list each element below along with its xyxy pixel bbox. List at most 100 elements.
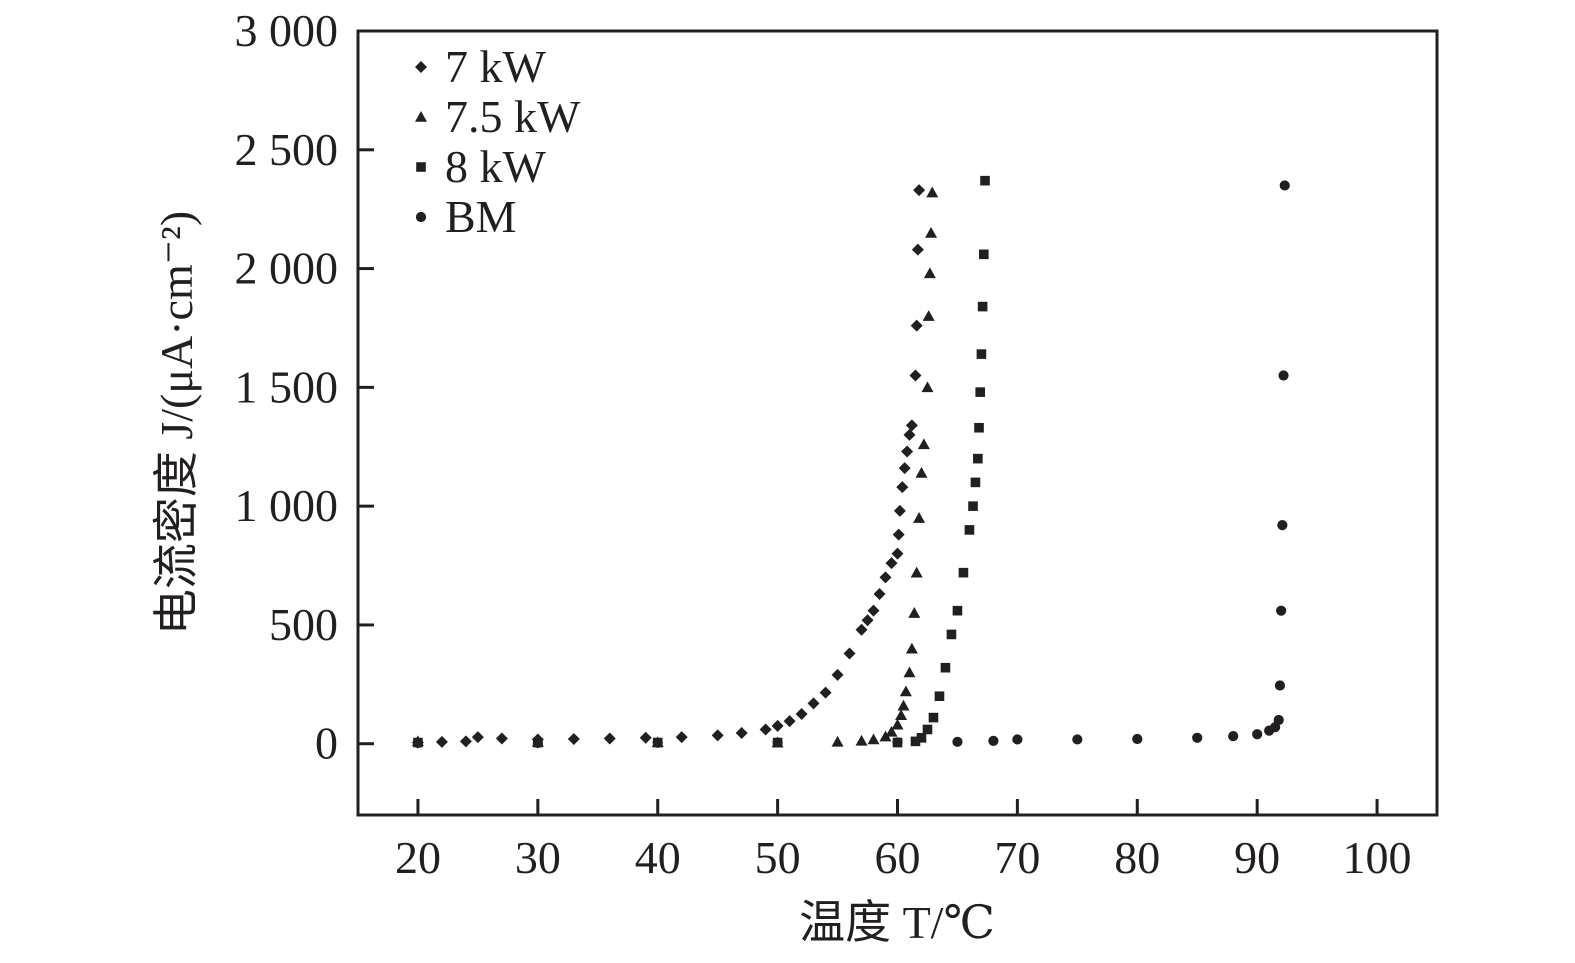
data-point bbox=[913, 184, 926, 197]
y-axis-title: 电流密度 J/(μA·cm⁻²) bbox=[151, 211, 202, 635]
data-point bbox=[910, 566, 923, 578]
series-7-5-kw bbox=[411, 186, 939, 748]
data-point bbox=[952, 605, 963, 616]
data-point bbox=[1273, 714, 1284, 726]
data-point bbox=[908, 607, 921, 618]
x-tick-label: 70 bbox=[994, 832, 1040, 883]
legend-item: 8 kW bbox=[416, 141, 547, 192]
data-point bbox=[855, 623, 868, 636]
data-point bbox=[979, 249, 989, 260]
data-point bbox=[974, 422, 984, 433]
data-point bbox=[412, 737, 424, 749]
data-point bbox=[892, 528, 905, 541]
data-point bbox=[711, 729, 724, 742]
data-point bbox=[903, 666, 916, 678]
data-point bbox=[1278, 370, 1289, 381]
data-point bbox=[639, 731, 652, 744]
x-tick-label: 30 bbox=[515, 832, 561, 883]
x-tick-label: 50 bbox=[755, 832, 801, 883]
legend-item: 7.5 kW bbox=[415, 91, 581, 142]
data-point bbox=[980, 175, 990, 186]
data-point bbox=[968, 501, 978, 511]
data-point bbox=[831, 735, 844, 747]
data-point bbox=[652, 737, 663, 748]
legend-marker bbox=[416, 162, 426, 172]
data-point bbox=[603, 732, 616, 745]
data-point bbox=[771, 719, 784, 732]
data-point bbox=[855, 734, 868, 746]
y-tick-label: 500 bbox=[269, 599, 338, 650]
data-point bbox=[958, 567, 969, 578]
data-point bbox=[928, 712, 939, 723]
data-point bbox=[925, 226, 938, 238]
data-point bbox=[973, 453, 983, 464]
data-point bbox=[976, 349, 987, 359]
data-point bbox=[861, 614, 874, 627]
legend-label: 8 kW bbox=[445, 141, 547, 192]
axis-ticks bbox=[358, 29, 1379, 815]
data-point bbox=[1279, 180, 1290, 191]
data-point bbox=[843, 647, 856, 660]
data-point bbox=[892, 737, 903, 748]
data-point bbox=[867, 604, 880, 617]
data-point bbox=[946, 629, 957, 640]
data-point bbox=[891, 547, 904, 560]
data-point bbox=[783, 715, 796, 728]
x-tick-label: 60 bbox=[875, 832, 921, 883]
data-point bbox=[772, 737, 783, 748]
data-point bbox=[903, 428, 916, 441]
data-point bbox=[909, 369, 922, 382]
data-point bbox=[964, 525, 975, 535]
data-point bbox=[926, 186, 939, 198]
legend-label: 7 kW bbox=[445, 41, 547, 92]
y-tick-label: 3 000 bbox=[235, 5, 339, 56]
x-tick-label: 80 bbox=[1114, 832, 1160, 883]
data-point bbox=[913, 512, 926, 523]
data-point bbox=[910, 736, 921, 747]
data-point bbox=[952, 736, 963, 747]
data-point bbox=[915, 466, 928, 478]
data-point bbox=[895, 709, 908, 721]
data-point bbox=[899, 685, 912, 697]
series-7-kw bbox=[411, 184, 926, 749]
data-point bbox=[922, 310, 935, 321]
data-point bbox=[975, 387, 986, 397]
data-point bbox=[435, 735, 448, 748]
data-point bbox=[923, 267, 936, 279]
data-point bbox=[807, 697, 820, 710]
data-point bbox=[885, 725, 898, 737]
data-point bbox=[911, 243, 924, 256]
data-point bbox=[922, 724, 933, 735]
data-point bbox=[1252, 729, 1263, 740]
legend-marker bbox=[415, 211, 427, 223]
y-tick-label: 1 000 bbox=[235, 480, 339, 531]
data-point bbox=[867, 733, 880, 745]
data-point bbox=[879, 730, 892, 742]
data-point bbox=[934, 691, 945, 702]
data-point bbox=[879, 571, 892, 584]
data-point bbox=[495, 732, 508, 745]
data-point bbox=[910, 319, 923, 332]
data-point bbox=[898, 462, 911, 475]
y-tick-label: 2 000 bbox=[235, 243, 339, 294]
data-point bbox=[891, 718, 904, 730]
legend-label: BM bbox=[445, 191, 517, 242]
data-point bbox=[977, 301, 988, 312]
y-tick-label: 2 500 bbox=[235, 124, 339, 175]
data-point bbox=[471, 731, 484, 744]
y-tick-label: 0 bbox=[315, 718, 338, 769]
series-8-kw bbox=[413, 175, 990, 748]
x-tick-label: 20 bbox=[395, 832, 441, 883]
data-point bbox=[916, 732, 927, 743]
x-axis-title: 温度 T/℃ bbox=[799, 897, 995, 948]
data-point bbox=[675, 731, 688, 744]
data-point bbox=[1277, 520, 1288, 531]
data-point bbox=[897, 699, 910, 711]
data-point bbox=[1228, 731, 1239, 742]
data-point bbox=[905, 419, 918, 432]
legend-label: 7.5 kW bbox=[445, 91, 581, 142]
data-point bbox=[819, 686, 832, 699]
